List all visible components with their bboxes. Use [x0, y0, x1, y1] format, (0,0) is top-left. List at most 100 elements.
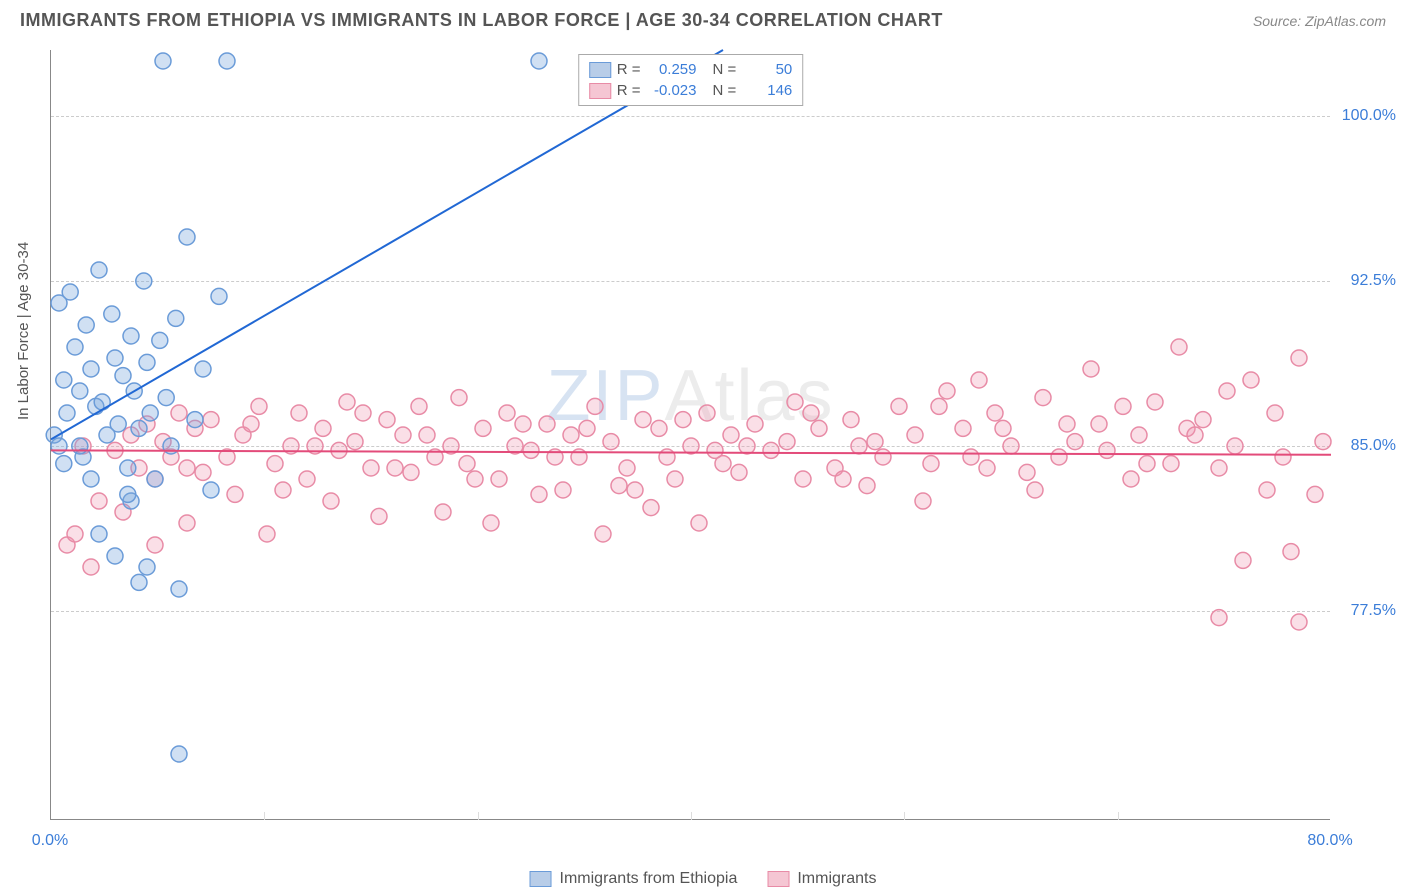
scatter-point	[739, 438, 755, 454]
scatter-point	[67, 526, 83, 542]
scatter-point	[707, 442, 723, 458]
scatter-point	[523, 442, 539, 458]
scatter-point	[131, 420, 147, 436]
scatter-point	[579, 420, 595, 436]
scatter-point	[539, 416, 555, 432]
scatter-point	[243, 416, 259, 432]
scatter-point	[299, 471, 315, 487]
scatter-point	[110, 416, 126, 432]
scatter-point	[803, 405, 819, 421]
scatter-point	[1083, 361, 1099, 377]
scatter-point	[651, 420, 667, 436]
scatter-point	[931, 398, 947, 414]
scatter-point	[1243, 372, 1259, 388]
scatter-point	[763, 442, 779, 458]
scatter-point	[158, 390, 174, 406]
scatter-point	[851, 438, 867, 454]
scatter-point	[123, 328, 139, 344]
legend-item: Immigrants	[767, 870, 876, 888]
scatter-point	[78, 317, 94, 333]
scatter-point	[915, 493, 931, 509]
scatter-point	[259, 526, 275, 542]
scatter-point	[555, 482, 571, 498]
scatter-point	[475, 420, 491, 436]
scatter-point	[843, 412, 859, 428]
scatter-point	[923, 456, 939, 472]
scatter-point	[195, 361, 211, 377]
scatter-point	[939, 383, 955, 399]
stat-r-value: -0.023	[647, 82, 697, 99]
scatter-point	[731, 464, 747, 480]
scatter-point	[72, 383, 88, 399]
scatter-point	[971, 372, 987, 388]
scatter-point	[835, 471, 851, 487]
chart-header: IMMIGRANTS FROM ETHIOPIA VS IMMIGRANTS I…	[0, 0, 1406, 36]
scatter-point	[83, 559, 99, 575]
legend-swatch	[530, 871, 552, 887]
scatter-point	[979, 460, 995, 476]
scatter-point	[659, 449, 675, 465]
stat-r-label: R =	[617, 82, 641, 99]
scatter-point	[1227, 438, 1243, 454]
scatter-point	[1315, 434, 1331, 450]
scatter-point	[387, 460, 403, 476]
scatter-point	[795, 471, 811, 487]
legend-label: Immigrants	[797, 870, 876, 888]
scatter-point	[347, 434, 363, 450]
scatter-point	[107, 548, 123, 564]
xtick-label: 0.0%	[32, 832, 68, 850]
scatter-point	[1003, 438, 1019, 454]
scatter-point	[1059, 416, 1075, 432]
chart-plot-area: ZIPAtlas R =0.259N =50R =-0.023N =146	[50, 50, 1330, 820]
scatter-point	[675, 412, 691, 428]
scatter-point	[107, 350, 123, 366]
scatter-point	[419, 427, 435, 443]
scatter-point	[91, 262, 107, 278]
scatter-point	[168, 310, 184, 326]
scatter-point	[91, 493, 107, 509]
stat-n-value: 50	[742, 61, 792, 78]
scatter-point	[611, 478, 627, 494]
scatter-point	[195, 464, 211, 480]
source-text: Source: ZipAtlas.com	[1253, 13, 1386, 29]
stat-r-value: 0.259	[647, 61, 697, 78]
scatter-point	[203, 482, 219, 498]
scatter-point	[627, 482, 643, 498]
scatter-point	[1163, 456, 1179, 472]
scatter-point	[179, 515, 195, 531]
scatter-point	[83, 471, 99, 487]
scatter-point	[1091, 416, 1107, 432]
scatter-point	[179, 460, 195, 476]
scatter-point	[955, 420, 971, 436]
scatter-point	[787, 394, 803, 410]
scatter-point	[67, 339, 83, 355]
legend-swatch	[589, 62, 611, 78]
scatter-point	[363, 460, 379, 476]
scatter-point	[275, 482, 291, 498]
scatter-point	[187, 412, 203, 428]
scatter-point	[139, 354, 155, 370]
scatter-point	[1051, 449, 1067, 465]
scatter-point	[120, 460, 136, 476]
stat-n-value: 146	[742, 82, 792, 99]
scatter-point	[587, 398, 603, 414]
scatter-point	[1067, 434, 1083, 450]
scatter-point	[139, 559, 155, 575]
scatter-point	[267, 456, 283, 472]
scatter-point	[491, 471, 507, 487]
scatter-point	[1123, 471, 1139, 487]
scatter-point	[667, 471, 683, 487]
ytick-label: 77.5%	[1351, 602, 1396, 620]
scatter-point	[83, 361, 99, 377]
scatter-point	[1139, 456, 1155, 472]
scatter-point	[131, 574, 147, 590]
scatter-point	[104, 306, 120, 322]
scatter-point	[1019, 464, 1035, 480]
scatter-point	[1259, 482, 1275, 498]
scatter-point	[907, 427, 923, 443]
scatter-point	[1211, 610, 1227, 626]
stats-legend: R =0.259N =50R =-0.023N =146	[578, 54, 804, 106]
scatter-point	[56, 372, 72, 388]
scatter-point	[1115, 398, 1131, 414]
scatter-point	[1195, 412, 1211, 428]
